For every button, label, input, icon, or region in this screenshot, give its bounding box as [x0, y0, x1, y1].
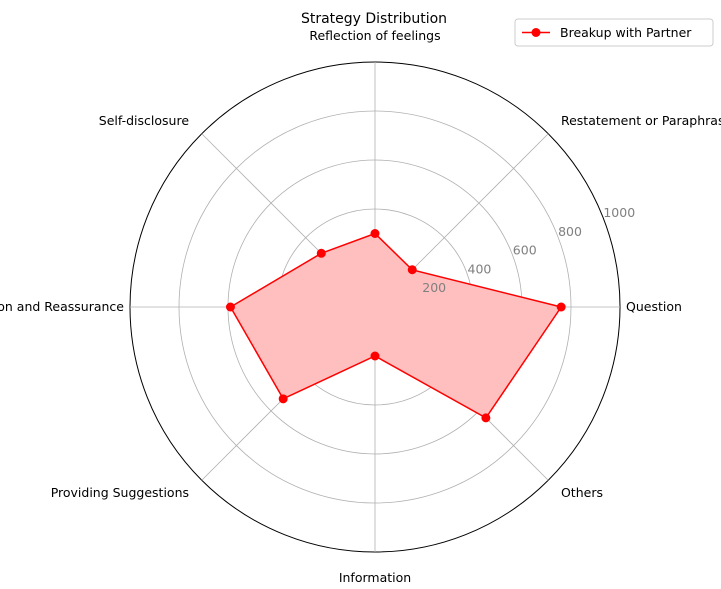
data-point — [370, 229, 380, 238]
radial-tick-label: 800 — [558, 224, 582, 239]
category-label: Affirmation and Reassurance — [0, 299, 124, 314]
radial-tick-label: 600 — [513, 243, 537, 258]
category-label: Providing Suggestions — [51, 485, 189, 500]
data-point — [556, 302, 566, 312]
legend-entry-label: Breakup with Partner — [560, 25, 692, 40]
category-label: Restatement or Paraphrasing — [561, 113, 721, 128]
legend: Breakup with Partner — [514, 18, 714, 47]
radial-tick-label: 1000 — [603, 205, 635, 220]
radial-tick-label: 200 — [422, 280, 446, 295]
category-label: Others — [561, 485, 603, 500]
data-point — [225, 302, 235, 312]
category-labels: Question Restatement or Paraphrasing Refle… — [0, 28, 721, 585]
data-point — [278, 394, 288, 404]
data-point — [370, 351, 380, 361]
legend-frame — [514, 18, 714, 47]
category-label: Self-disclosure — [99, 113, 190, 128]
data-point — [407, 265, 417, 275]
category-label: Reflection of feelings — [309, 28, 440, 43]
legend-marker-sample — [531, 28, 541, 37]
radial-tick-labels: 200 400 600 800 1000 — [422, 205, 635, 295]
category-label: Information — [339, 570, 411, 585]
category-label: Question — [626, 299, 682, 314]
data-point — [316, 248, 326, 258]
data-point — [481, 413, 491, 423]
radial-tick-label: 400 — [468, 261, 492, 276]
series-layer — [225, 229, 566, 423]
chart-title: Strategy Distribution — [301, 11, 447, 27]
series-area — [230, 233, 562, 418]
